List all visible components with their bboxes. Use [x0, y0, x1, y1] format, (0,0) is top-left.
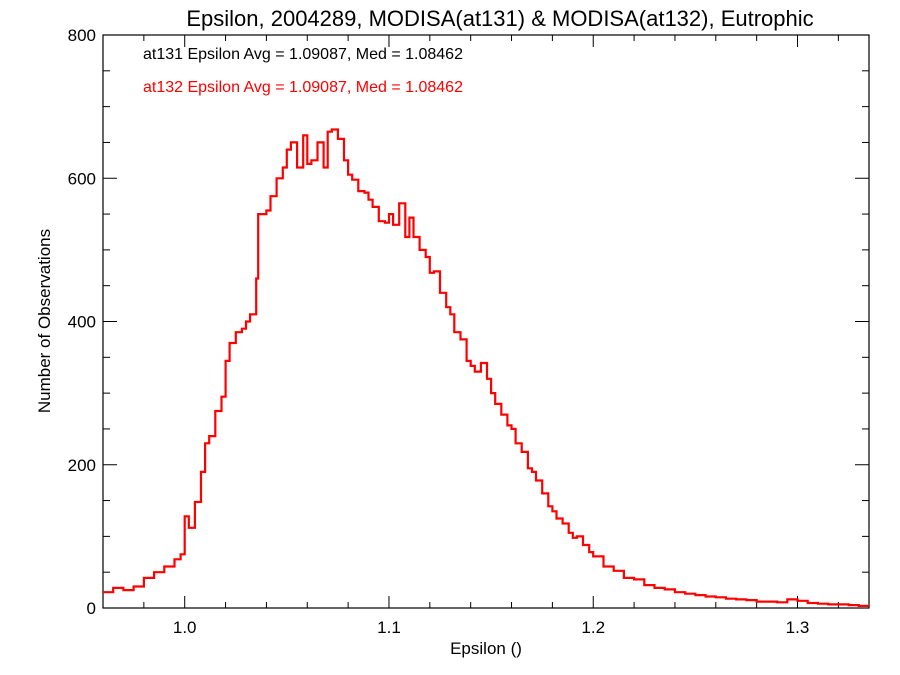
annotation-at131: at131 Epsilon Avg = 1.09087, Med = 1.084…: [143, 46, 463, 63]
x-tick-label: 1.0: [173, 618, 197, 637]
y-tick-label: 200: [68, 456, 96, 475]
x-tick-label: 1.3: [786, 618, 810, 637]
x-axis-ticks: 1.0 1.1 1.2 1.3: [102, 35, 839, 637]
y-tick-label: 400: [68, 313, 96, 332]
y-axis-label: Number of Observations: [35, 229, 54, 413]
y-tick-label: 800: [68, 26, 96, 45]
annotation-at132: at132 Epsilon Avg = 1.09087, Med = 1.084…: [143, 79, 463, 96]
x-axis-label: Epsilon (): [450, 639, 522, 658]
series-layer: [103, 128, 869, 607]
x-tick-label: 1.2: [581, 618, 605, 637]
plot-frame: [102, 34, 870, 609]
y-tick-label: 600: [68, 169, 96, 188]
histogram-series-line: [103, 128, 869, 607]
y-axis-ticks: 0 200 400 600 800: [68, 26, 869, 618]
chart-title: Epsilon, 2004289, MODISA(at131) & MODISA…: [186, 6, 813, 31]
y-tick-label: 0: [87, 599, 96, 618]
x-tick-label: 1.1: [377, 618, 401, 637]
